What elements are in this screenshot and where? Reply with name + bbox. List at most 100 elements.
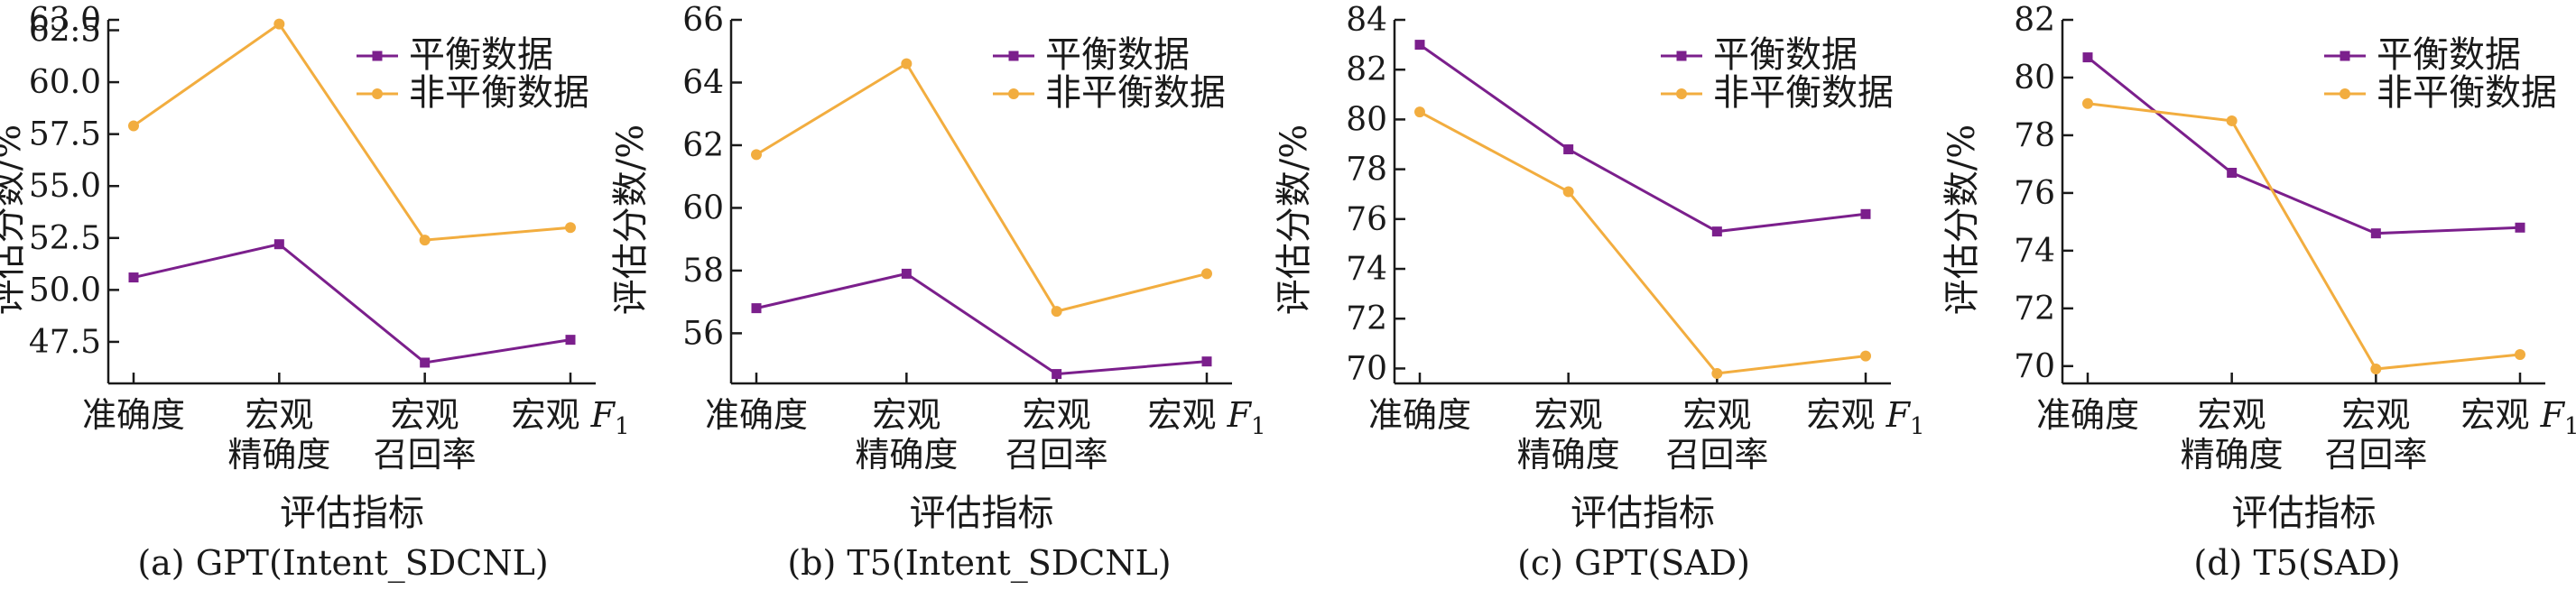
y-tick-label: 70 — [2014, 348, 2055, 385]
legend-label-imbalanced: 非平衡数据 — [2377, 72, 2557, 114]
x-axis-label: 评估指标 — [910, 493, 1054, 534]
y-tick-label: 80 — [2014, 60, 2055, 97]
x-tick-label: 准确度 — [705, 395, 808, 435]
x-tick-label: 准确度 — [82, 395, 185, 435]
x-tick-label: 宏观 — [1534, 395, 1603, 435]
data-point-balanced — [901, 268, 912, 279]
data-point-imbalanced — [2082, 97, 2093, 109]
x-tick-label: 宏观 F1 — [2460, 395, 2576, 440]
data-point-imbalanced — [751, 149, 762, 161]
data-point-balanced — [751, 303, 762, 314]
data-point-imbalanced — [2226, 115, 2238, 126]
y-tick-label: 72 — [2014, 290, 2055, 327]
data-point-balanced — [1711, 226, 1722, 237]
series-line-balanced — [755, 272, 1208, 376]
x-tick-label: 宏观 — [1023, 395, 1091, 435]
legend-label-imbalanced: 非平衡数据 — [409, 72, 589, 114]
data-point-imbalanced — [1711, 367, 1723, 379]
data-point-balanced — [2515, 222, 2525, 233]
x-axis-label: 评估指标 — [280, 493, 424, 534]
data-point-balanced — [1414, 40, 1425, 51]
data-point-imbalanced — [273, 18, 285, 30]
data-point-balanced — [1201, 356, 1212, 367]
y-tick-label: 62 — [682, 127, 724, 164]
x-tick-label: 召回率 — [1005, 435, 1108, 475]
x-tick-label: 宏观 — [391, 395, 459, 435]
y-axis-label: 评估分数/% — [610, 124, 652, 315]
data-point-imbalanced — [1201, 268, 1212, 280]
legend-marker-balanced — [1676, 51, 1687, 61]
data-point-imbalanced — [565, 222, 576, 234]
x-tick-label: 召回率 — [1665, 435, 1768, 475]
data-point-balanced — [273, 239, 284, 250]
series-line-balanced — [1419, 43, 1867, 234]
legend-label-balanced: 平衡数据 — [1045, 34, 1190, 76]
y-tick-label: 56 — [682, 315, 724, 352]
x-tick-label: 召回率 — [374, 435, 477, 475]
data-point-balanced — [1860, 208, 1871, 219]
chart-panel-0: 47.5 50.0 52.5 55.0 57.5 60.0 62.563.0 评估分数/% 准确… — [0, 2, 630, 584]
x-tick-label: 宏观 — [1682, 395, 1751, 435]
x-tick-label: 宏观 — [872, 395, 941, 435]
data-point-balanced — [1563, 144, 1574, 155]
y-tick-label: 60.0 — [29, 64, 101, 101]
legend-marker-balanced — [1008, 51, 1019, 61]
y-tick-label: 74 — [1346, 251, 1387, 288]
y-axis-label: 评估分数/% — [1941, 124, 1983, 315]
series-line-imbalanced — [755, 61, 1208, 313]
x-tick-label: 精确度 — [227, 435, 330, 475]
y-tick-label: 82 — [2014, 2, 2055, 39]
y-tick-label: 66 — [682, 2, 724, 39]
series-line-imbalanced — [1419, 110, 1867, 375]
series-line-imbalanced — [2087, 102, 2521, 371]
legend-marker-balanced — [2340, 51, 2350, 61]
y-axis-label: 评估分数/% — [0, 124, 29, 315]
legend-marker-imbalanced — [1676, 88, 1687, 99]
legend-marker-imbalanced — [1008, 88, 1019, 99]
y-tick-label: 55.0 — [29, 168, 101, 205]
x-tick-label: 准确度 — [2036, 395, 2139, 435]
y-tick-label: 58 — [682, 253, 724, 290]
y-tick-label: 84 — [1346, 2, 1387, 39]
data-point-imbalanced — [901, 58, 913, 69]
chart-caption: (d) T5(SAD) — [2193, 543, 2400, 583]
y-tick-label: 80 — [1346, 101, 1387, 138]
legend-marker-imbalanced — [372, 88, 383, 99]
data-point-imbalanced — [1562, 186, 1574, 198]
legend-label-balanced: 平衡数据 — [409, 34, 553, 76]
x-axis-label: 评估指标 — [1571, 493, 1715, 534]
data-point-imbalanced — [2370, 364, 2382, 375]
data-point-balanced — [2370, 228, 2381, 239]
legend-marker-imbalanced — [2340, 88, 2350, 99]
y-tick-label: 74 — [2014, 233, 2055, 270]
data-point-balanced — [2082, 52, 2093, 63]
legend-label-imbalanced: 非平衡数据 — [1045, 72, 1226, 114]
data-point-balanced — [2227, 168, 2238, 179]
y-tick-label: 60 — [682, 189, 724, 226]
y-tick-label: 64 — [682, 64, 724, 101]
y-tick-label: 82 — [1346, 51, 1387, 88]
y-tick-label: 76 — [1346, 201, 1387, 238]
x-tick-label: 准确度 — [1368, 395, 1471, 435]
x-tick-label: 宏观 — [2198, 395, 2266, 435]
data-point-imbalanced — [1414, 106, 1425, 118]
y-axis-label: 评估分数/% — [1274, 124, 1315, 315]
legend-label-balanced: 平衡数据 — [1713, 34, 1858, 76]
x-tick-label: 宏观 F1 — [511, 395, 629, 440]
data-point-imbalanced — [2515, 349, 2525, 361]
y-tick-label: 50.0 — [29, 272, 101, 309]
data-point-imbalanced — [419, 235, 431, 246]
y-tick-label: 70 — [1346, 350, 1387, 387]
x-axis-label: 评估指标 — [2232, 493, 2377, 534]
data-point-balanced — [128, 272, 139, 283]
chart-caption: (a) GPT(Intent_SDCNL) — [137, 543, 548, 584]
data-point-imbalanced — [128, 120, 139, 132]
legend-marker-balanced — [372, 51, 383, 61]
legend-label-imbalanced: 非平衡数据 — [1713, 72, 1894, 114]
x-tick-label: 宏观 — [245, 395, 313, 435]
